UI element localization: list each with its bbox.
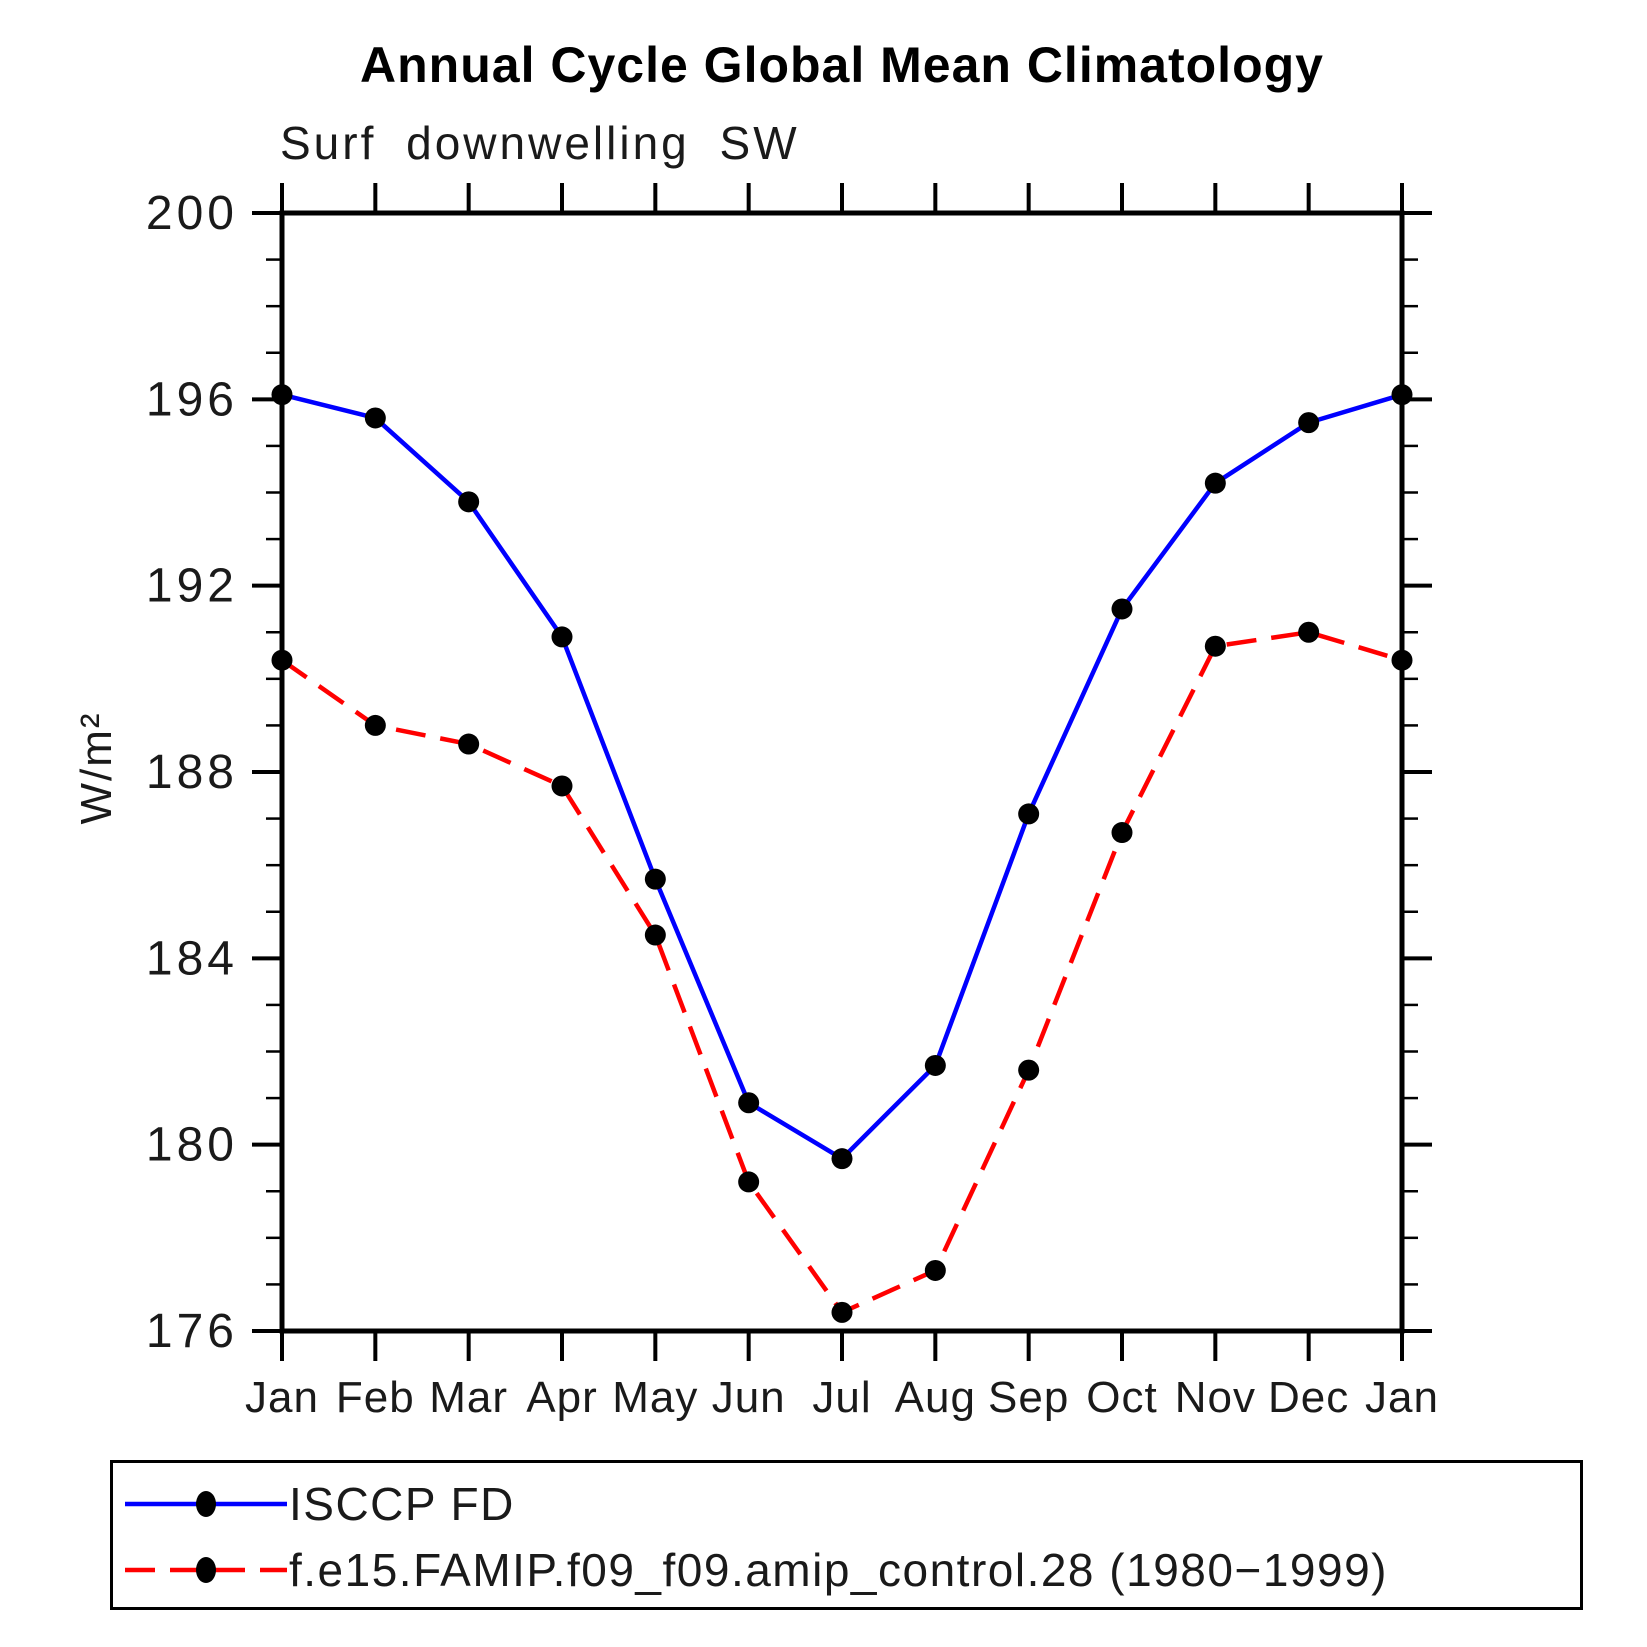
- data-point: [271, 384, 293, 406]
- x-tick-label: Dec: [1268, 1373, 1349, 1422]
- data-point: [1391, 384, 1413, 406]
- legend-label-isccp-fd: ISCCP FD: [289, 1478, 515, 1530]
- x-tick-label: Jun: [712, 1373, 786, 1422]
- x-tick-label: May: [612, 1373, 698, 1422]
- data-point: [364, 407, 386, 429]
- legend-marker-dot: [196, 1491, 216, 1517]
- data-point: [1204, 635, 1226, 657]
- legend-key-dashed-line: [125, 1557, 287, 1583]
- x-tick-label: Apr: [526, 1373, 597, 1422]
- y-tick-label: 188: [146, 746, 238, 799]
- data-point: [1018, 1059, 1040, 1081]
- y-tick-label: 180: [146, 1119, 238, 1172]
- chart-subtitle: Surf downwelling SW: [280, 117, 800, 169]
- legend-key-solid-line: [125, 1491, 287, 1517]
- x-tick-label: Sep: [988, 1373, 1069, 1422]
- legend-marker-dot: [196, 1557, 216, 1583]
- data-point: [738, 1171, 760, 1193]
- data-point: [458, 491, 480, 513]
- data-point: [831, 1148, 853, 1170]
- legend: ISCCP FD f.e15.FAMIP.f09_f09.amip_contro…: [110, 1460, 1583, 1610]
- data-point: [1298, 412, 1320, 434]
- data-point: [551, 626, 573, 648]
- data-point: [271, 649, 293, 671]
- series-line-0: [281, 392, 1403, 1161]
- data-point: [1204, 472, 1226, 494]
- data-point: [1391, 649, 1413, 671]
- data-point: [1298, 621, 1320, 643]
- data-point: [364, 714, 386, 736]
- data-point: [1111, 822, 1133, 844]
- x-tick-label: Jul: [812, 1373, 871, 1422]
- data-point: [551, 775, 573, 797]
- data-point: [644, 868, 666, 890]
- data-point: [924, 1054, 946, 1076]
- y-tick-label: 200: [146, 187, 238, 240]
- y-tick-label: 184: [146, 932, 238, 985]
- x-tick-label: Nov: [1175, 1373, 1256, 1422]
- x-tick-label: Mar: [429, 1373, 508, 1422]
- chart-title: Annual Cycle Global Mean Climatology: [360, 37, 1324, 93]
- x-tick-label: Oct: [1086, 1373, 1157, 1422]
- y-tick-label: 176: [146, 1305, 238, 1358]
- y-tick-label: 196: [146, 373, 238, 426]
- x-tick-label: Jan: [1365, 1373, 1439, 1422]
- legend-item-model: f.e15.FAMIP.f09_f09.amip_control.28 (198…: [119, 1544, 1388, 1596]
- data-point: [644, 924, 666, 946]
- legend-item-isccp-fd: ISCCP FD: [119, 1478, 515, 1530]
- x-tick-label: Aug: [895, 1373, 976, 1422]
- y-tick-label: 192: [146, 560, 238, 613]
- data-point: [738, 1092, 760, 1114]
- data-point: [1018, 803, 1040, 825]
- data-point: [1111, 598, 1133, 620]
- data-point: [831, 1301, 853, 1323]
- x-tick-label: Feb: [336, 1373, 415, 1422]
- series-line-1: [280, 630, 1403, 1315]
- data-point: [458, 733, 480, 755]
- x-tick-label: Jan: [245, 1373, 319, 1422]
- legend-label-model: f.e15.FAMIP.f09_f09.amip_control.28 (198…: [289, 1544, 1388, 1596]
- data-point: [924, 1259, 946, 1281]
